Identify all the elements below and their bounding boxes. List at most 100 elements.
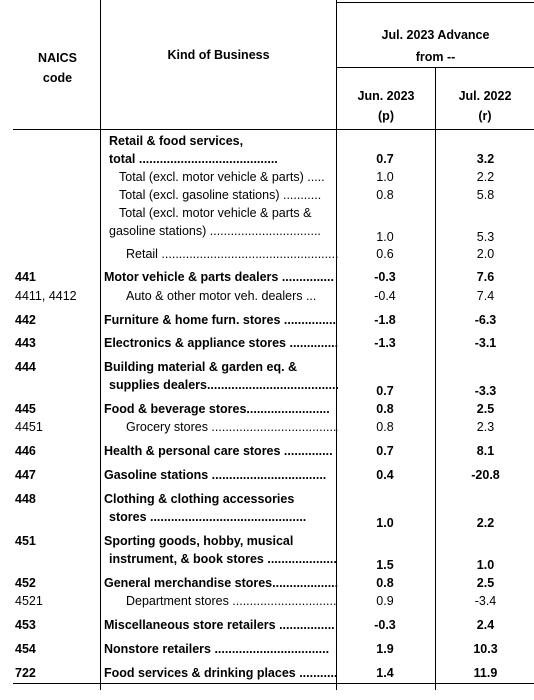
value-jul-2022: 2.3 [476,420,495,434]
value-jul-2022: 1.0 [476,558,495,572]
value-jun-2023: 1.9 [376,642,394,656]
value-jul-2022: 10.3 [473,642,498,656]
col2-header-line2: (r) [478,109,492,123]
business-label-line: Health & personal care stores ..........… [104,444,333,458]
business-label: Retail .................................… [104,245,338,263]
business-label-line: Total (excl. motor vehicle & parts) ....… [119,170,325,184]
business-label-line: Miscellaneous store retailers ..........… [104,618,335,632]
value-jul-2022: 11.9 [473,666,498,680]
business-label-line: Department stores ......................… [126,594,337,608]
business-label: Retail & food services, total ...........… [104,132,338,168]
value-jun-2023: -0.4 [374,289,396,303]
business-label: Department stores ......................… [104,592,338,610]
value-jul-2022: -3.1 [474,336,497,350]
header-top-rule [336,2,534,3]
naics-code: 443 [15,336,36,350]
business-label: Motor vehicle & parts dealers ..........… [104,268,338,286]
business-label-line: Nonstore retailers .....................… [104,642,330,656]
value-jul-2022: -6.3 [474,313,497,327]
business-label-line: Retail .................................… [126,247,338,261]
value-jun-2023: -0.3 [374,270,396,284]
business-label-line: Motor vehicle & parts dealers ..........… [104,270,334,284]
value-jul-2022: 7.6 [476,270,495,284]
business-label-line: Gasoline stations ......................… [104,468,327,482]
naics-code: 448 [15,492,36,506]
business-label: Total (excl. motor vehicle & parts) ....… [104,168,338,186]
advance-header-line2: from -- [415,50,456,64]
value-jul-2022: -3.4 [474,594,497,608]
business-label: Food services & drinking places ........… [104,664,338,682]
business-label-line: Retail & food services, [109,134,244,148]
naics-code: 4451 [15,420,43,434]
advance-sub-rule [336,67,534,68]
business-label-line: Clothing & clothing accessories [104,492,295,506]
value-jul-2022: 7.4 [476,289,495,303]
value-jul-2022: 2.0 [476,247,495,261]
value-jun-2023: 0.6 [376,247,394,261]
col-divider-inner [435,67,436,690]
value-jun-2023: 1.0 [376,516,394,530]
business-label-line: gasoline stations) .....................… [109,224,321,238]
naics-code: 4411, 4412 [15,289,77,303]
naics-code: 4521 [15,594,43,608]
kind-of-business-header: Kind of Business [167,48,270,62]
advance-header: Jul. 2023 Advance from -- [337,24,534,68]
business-label: Gasoline stations ......................… [104,466,338,484]
business-label: Clothing & clothing accessories stores ..… [104,490,338,526]
business-label-line: Building material & garden eq. & [104,360,298,374]
business-label: Electronics & appliance stores .........… [104,334,338,352]
naics-code: 451 [15,534,36,548]
value-jul-2022: 8.1 [476,444,495,458]
value-jun-2023: 0.9 [376,594,394,608]
value-jun-2023: 0.7 [376,152,394,166]
value-jun-2023: 0.7 [376,444,394,458]
value-jun-2023: -1.8 [374,313,396,327]
value-jun-2023: 1.5 [376,558,394,572]
naics-header: NAICS code [15,48,100,88]
business-label: General merchandise stores..............… [104,574,338,592]
business-label-line: Food & beverage stores..................… [104,402,330,416]
col1-header: Jun. 2023 (p) [337,86,435,126]
value-jun-2023: 0.4 [376,468,394,482]
business-label-line: Sporting goods, hobby, musical [104,534,294,548]
col1-header-line2: (p) [378,109,394,123]
value-jun-2023: 1.0 [376,230,394,244]
value-jun-2023: 1.4 [376,666,394,680]
value-jun-2023: -1.3 [374,336,396,350]
naics-code: 722 [15,666,36,680]
naics-header-line1: NAICS [38,51,77,65]
business-label: Food & beverage stores..................… [104,400,338,418]
header-bottom-rule [13,129,534,130]
value-jun-2023: 1.0 [376,170,394,184]
naics-code: 441 [15,270,36,284]
naics-code: 453 [15,618,36,632]
value-jul-2022: 2.5 [476,402,495,416]
value-jul-2022: 3.2 [476,152,495,166]
value-jun-2023: 0.8 [376,188,394,202]
col-divider-mid [336,0,337,690]
business-label-line: Furniture & home furn. stores ..........… [104,313,336,327]
business-label: Miscellaneous store retailers ..........… [104,616,338,634]
value-jun-2023: 0.7 [376,384,394,398]
naics-code: 452 [15,576,36,590]
naics-code: 445 [15,402,36,416]
value-jun-2023: 0.8 [376,420,394,434]
value-jul-2022: -20.8 [471,468,500,482]
naics-code: 454 [15,642,36,656]
business-label: Building material & garden eq. & supplies… [104,358,338,394]
value-jun-2023: 0.8 [376,402,394,416]
value-jul-2022: 2.5 [476,576,495,590]
business-label: Furniture & home furn. stores ..........… [104,311,338,329]
business-label-line: Total (excl. gasoline stations) ........… [119,188,322,202]
business-label-line: Food services & drinking places ........… [104,666,338,680]
business-label-line: Auto & other motor veh. dealers ... [126,289,317,303]
value-jul-2022: -3.3 [474,384,497,398]
business-label-line: General merchandise stores..............… [104,576,338,590]
table-bottom-rule [13,683,534,684]
naics-code: 442 [15,313,36,327]
value-jul-2022: 2.2 [476,170,495,184]
naics-code: 444 [15,360,36,374]
business-label-line: supplies dealers........................… [109,378,338,392]
business-label: Auto & other motor veh. dealers ... [104,287,338,305]
business-label-line: Grocery stores .........................… [126,420,338,434]
